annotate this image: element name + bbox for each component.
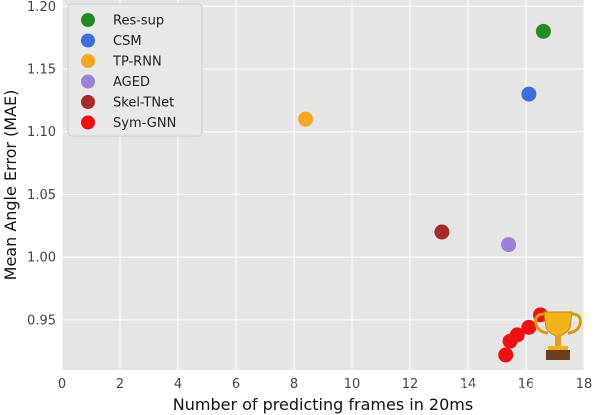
legend-marker: [81, 95, 95, 109]
legend-marker: [81, 74, 95, 89]
x-tick-label: 12: [402, 377, 419, 392]
x-tick-label: 10: [344, 377, 361, 392]
y-tick-label: 1.10: [27, 125, 56, 140]
x-tick-label: 18: [576, 377, 593, 392]
data-point-sym-gnn: [521, 319, 537, 335]
legend-marker: [81, 54, 95, 68]
data-point-skel-tnet: [434, 224, 450, 240]
data-point-sym-gnn: [509, 327, 525, 343]
y-tick-labels: 0.95 1.00 1.05 1.10 1.15 1.20: [27, 0, 56, 328]
legend-label: Skel-TNet: [113, 96, 174, 111]
x-tick-labels: 0 2 4 6 8 10 12 14 16 18: [58, 377, 592, 392]
legend-label: TP-RNN: [112, 55, 162, 70]
x-tick-label: 6: [232, 377, 240, 392]
x-tick-label: 2: [116, 377, 124, 392]
y-tick-label: 1.00: [27, 251, 56, 266]
legend-marker: [81, 115, 95, 130]
y-axis-label: Mean Angle Error (MAE): [1, 90, 20, 281]
x-tick-label: 8: [290, 377, 298, 392]
legend-label: AGED: [113, 75, 150, 90]
legend-marker: [81, 33, 95, 48]
x-tick-label: 14: [460, 377, 477, 392]
data-point-tp-rnn: [298, 111, 314, 127]
data-point-csm: [521, 86, 537, 102]
watermark: 知乎 @JoeyBG: [455, 380, 551, 397]
trophy-icon: [534, 311, 582, 360]
y-tick-label: 1.20: [27, 0, 56, 15]
x-tick-label: 0: [58, 377, 66, 392]
x-tick-label: 16: [518, 377, 535, 392]
legend-label: CSM: [113, 34, 142, 49]
y-tick-label: 0.95: [27, 313, 56, 328]
data-point-aged: [501, 237, 517, 253]
y-tick-label: 1.05: [27, 188, 56, 203]
data-point-res-sup: [535, 23, 551, 39]
x-tick-label: 4: [174, 377, 182, 392]
legend-label: Sym-GNN: [113, 116, 176, 131]
x-axis-label: Number of predicting frames in 20ms: [173, 395, 473, 414]
legend: Res-sup CSM TP-RNN AGED Skel-TNet Sym-GNN: [67, 3, 203, 137]
legend-box: [67, 3, 203, 137]
data-point-sym-gnn: [498, 347, 514, 363]
legend-marker: [81, 13, 95, 27]
y-tick-label: 1.15: [27, 62, 56, 77]
data-points: [298, 23, 551, 363]
legend-label: Res-sup: [113, 14, 164, 29]
